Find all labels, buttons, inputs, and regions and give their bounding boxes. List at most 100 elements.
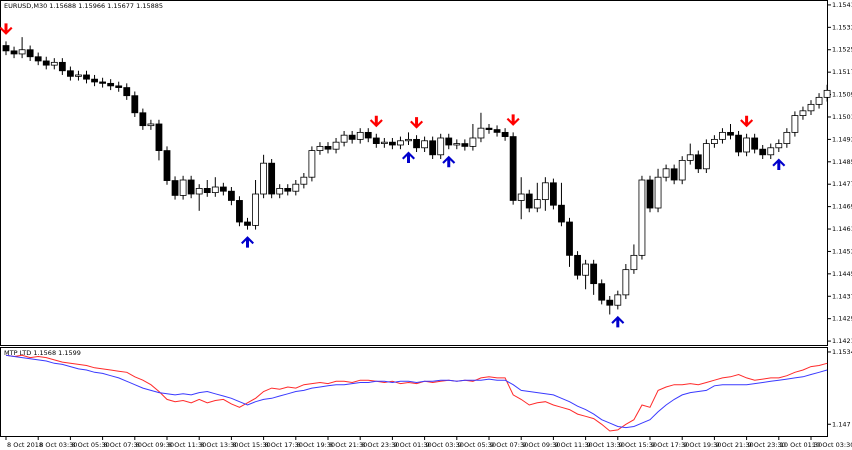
candle-body bbox=[163, 150, 171, 181]
candle-body bbox=[791, 115, 799, 133]
candle-body bbox=[187, 179, 195, 195]
x-tick-label: 8 Oct 05:30 bbox=[71, 441, 109, 449]
candle-body bbox=[316, 145, 324, 151]
candle-body bbox=[268, 162, 276, 195]
x-tick-label: 9 Oct 03:30 bbox=[426, 441, 464, 449]
candle-body bbox=[18, 49, 26, 55]
candle-body bbox=[533, 199, 541, 209]
candle-body bbox=[340, 134, 348, 143]
candle-body bbox=[807, 103, 815, 112]
x-tick-label: 8 Oct 21:30 bbox=[329, 441, 367, 449]
candle-body bbox=[638, 179, 646, 256]
y-tick-label: 1.1534 bbox=[832, 348, 852, 356]
candle-body bbox=[203, 188, 211, 194]
x-tick-label: 8 Oct 07:30 bbox=[104, 441, 142, 449]
x-tick-label: 9 Oct 13:30 bbox=[587, 441, 625, 449]
candle-body bbox=[735, 134, 742, 153]
candle-body bbox=[405, 138, 412, 142]
x-tick-label: 8 Oct 15:30 bbox=[232, 441, 270, 449]
candle-body bbox=[509, 136, 517, 201]
candle-body bbox=[139, 112, 147, 127]
x-tick-label: 9 Oct 17:30 bbox=[651, 441, 689, 449]
candle-body bbox=[493, 129, 501, 133]
x-tick-label: 9 Oct 05:30 bbox=[458, 441, 496, 449]
candle-body bbox=[654, 176, 662, 209]
price-panel bbox=[0, 0, 828, 346]
candle-body bbox=[598, 283, 606, 301]
candle-body bbox=[308, 150, 316, 178]
sell-arrow bbox=[0, 23, 13, 35]
candle-body bbox=[413, 138, 420, 149]
candle-body bbox=[477, 127, 485, 139]
candle-body bbox=[743, 137, 750, 153]
candle-body bbox=[614, 294, 622, 306]
candle-body bbox=[276, 188, 284, 195]
candle-body bbox=[727, 131, 734, 136]
candle-body bbox=[501, 131, 509, 137]
candle-body bbox=[686, 154, 694, 161]
y-tick-label: 1.15015 bbox=[832, 113, 852, 121]
x-tick-label: 10 Oct 03:30 bbox=[812, 441, 852, 449]
candle-body bbox=[34, 56, 42, 62]
y-tick-label: 1.14775 bbox=[832, 180, 852, 188]
candle-body bbox=[380, 141, 388, 144]
candle-body bbox=[300, 176, 308, 185]
buy-arrow bbox=[772, 158, 786, 170]
candle-body bbox=[525, 193, 533, 209]
x-tick-label: 8 Oct 2018 bbox=[7, 441, 43, 449]
candle-body bbox=[421, 140, 429, 149]
candle-body bbox=[211, 186, 219, 194]
indicator-line bbox=[5, 354, 828, 432]
y-tick-label: 1.14455 bbox=[832, 270, 852, 278]
candle-body bbox=[227, 190, 235, 201]
candle-body bbox=[179, 179, 187, 196]
candle-body bbox=[469, 137, 477, 147]
x-tick-label: 9 Oct 23:30 bbox=[748, 441, 786, 449]
candle-body bbox=[83, 74, 90, 80]
x-tick-label: 9 Oct 09:30 bbox=[522, 441, 560, 449]
candle-body bbox=[775, 143, 783, 149]
candle-body bbox=[662, 168, 670, 178]
indicator-line bbox=[5, 354, 828, 429]
candle-body bbox=[694, 154, 702, 170]
candle-body bbox=[171, 180, 179, 196]
candle-body bbox=[107, 82, 115, 87]
candle-body bbox=[292, 183, 300, 192]
x-tick-label: 9 Oct 07:30 bbox=[490, 441, 528, 449]
candle-body bbox=[445, 137, 453, 146]
indicator-title: MTP LTD 1.1568 1.1599 bbox=[4, 349, 81, 357]
candle-body bbox=[2, 45, 10, 52]
candle-body bbox=[702, 143, 710, 170]
candle-body bbox=[582, 263, 589, 276]
y-tick-label: 1.14855 bbox=[832, 158, 852, 166]
candle-body bbox=[131, 95, 139, 114]
candle-body bbox=[91, 78, 98, 83]
x-tick-label: 8 Oct 17:30 bbox=[265, 441, 303, 449]
buy-arrow bbox=[402, 151, 415, 163]
candle-body bbox=[461, 143, 469, 147]
candle-body bbox=[332, 141, 340, 150]
candle-body bbox=[260, 162, 268, 195]
candle-body bbox=[115, 85, 123, 88]
candle-body bbox=[574, 254, 581, 276]
y-tick-label: 1.14615 bbox=[832, 225, 852, 233]
buy-arrow bbox=[241, 236, 254, 248]
candle-body bbox=[453, 143, 461, 146]
x-tick-label: 8 Oct 23:30 bbox=[361, 441, 399, 449]
candle-body bbox=[437, 137, 445, 156]
x-tick-label: 9 Oct 01:30 bbox=[393, 441, 431, 449]
candle-body bbox=[348, 134, 356, 140]
candle-body bbox=[252, 193, 259, 226]
y-tick-label: 1.15255 bbox=[832, 46, 852, 54]
candle-body bbox=[759, 148, 767, 156]
y-tick-label: 1.15095 bbox=[832, 91, 852, 99]
candle-body bbox=[541, 182, 549, 201]
candle-body bbox=[388, 141, 396, 146]
candle-body bbox=[195, 188, 203, 195]
candle-body bbox=[783, 131, 791, 144]
candle-body bbox=[429, 140, 437, 156]
x-tick-label: 9 Oct 21:30 bbox=[715, 441, 753, 449]
candle-body bbox=[244, 221, 251, 226]
candle-body bbox=[799, 110, 807, 116]
